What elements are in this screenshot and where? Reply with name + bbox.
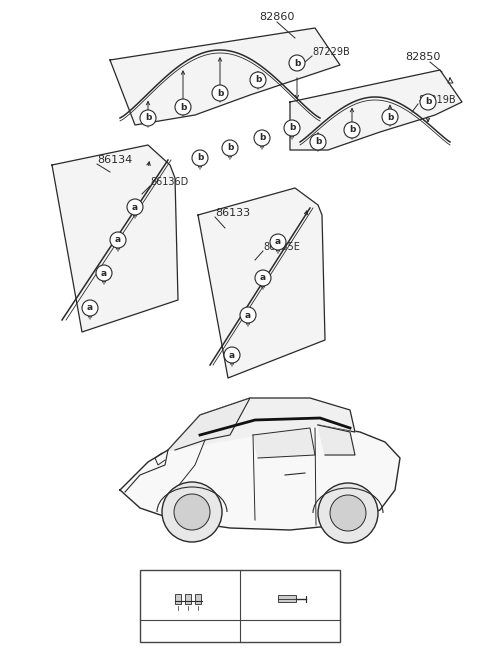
Circle shape xyxy=(240,307,256,323)
Text: 86136D: 86136D xyxy=(150,177,188,187)
Bar xyxy=(195,594,201,604)
Polygon shape xyxy=(168,398,355,450)
Bar xyxy=(175,594,181,604)
Bar xyxy=(140,570,340,642)
Text: b: b xyxy=(227,143,233,153)
Text: b: b xyxy=(217,88,223,98)
Polygon shape xyxy=(168,398,250,450)
Circle shape xyxy=(82,300,98,316)
Circle shape xyxy=(175,99,191,115)
Text: b: b xyxy=(145,113,151,122)
Circle shape xyxy=(192,150,208,166)
Text: b: b xyxy=(294,58,300,67)
Text: 82860: 82860 xyxy=(259,12,295,22)
Circle shape xyxy=(96,265,112,281)
Text: b: b xyxy=(425,98,431,107)
Circle shape xyxy=(420,94,436,110)
Text: a: a xyxy=(275,238,281,246)
Text: a: a xyxy=(147,626,153,635)
Text: 86143C: 86143C xyxy=(159,625,200,635)
Polygon shape xyxy=(110,28,340,125)
Circle shape xyxy=(174,494,210,530)
Circle shape xyxy=(222,140,238,156)
Circle shape xyxy=(289,55,305,71)
Polygon shape xyxy=(290,70,462,150)
Text: 86725B: 86725B xyxy=(257,625,297,635)
Text: 86135E: 86135E xyxy=(263,242,300,252)
Text: a: a xyxy=(101,269,107,278)
Polygon shape xyxy=(52,145,178,332)
Bar xyxy=(278,595,296,602)
Circle shape xyxy=(310,134,326,150)
Circle shape xyxy=(127,199,143,215)
Text: a: a xyxy=(245,310,251,320)
Text: b: b xyxy=(259,134,265,143)
Text: b: b xyxy=(349,126,355,134)
Text: 82850: 82850 xyxy=(405,52,440,62)
Circle shape xyxy=(212,85,228,101)
Text: b: b xyxy=(255,75,261,84)
Circle shape xyxy=(250,72,266,88)
Text: 86133: 86133 xyxy=(215,208,250,218)
Text: a: a xyxy=(260,274,266,282)
Circle shape xyxy=(284,120,300,136)
Bar xyxy=(185,594,191,604)
Text: a: a xyxy=(229,350,235,360)
Text: b: b xyxy=(180,102,186,111)
Circle shape xyxy=(224,347,240,363)
Text: b: b xyxy=(315,138,321,147)
Polygon shape xyxy=(198,188,325,378)
Circle shape xyxy=(318,483,378,543)
Text: b: b xyxy=(387,113,393,121)
Circle shape xyxy=(344,122,360,138)
Text: a: a xyxy=(132,202,138,212)
Text: 86134: 86134 xyxy=(97,155,132,165)
Circle shape xyxy=(270,234,286,250)
Circle shape xyxy=(330,495,366,531)
Circle shape xyxy=(140,110,156,126)
Text: b: b xyxy=(245,626,251,635)
Text: 87219B: 87219B xyxy=(418,95,456,105)
Polygon shape xyxy=(318,425,355,455)
Text: a: a xyxy=(115,236,121,244)
Polygon shape xyxy=(120,425,400,530)
Text: a: a xyxy=(87,303,93,312)
Polygon shape xyxy=(253,428,315,458)
Text: 87229B: 87229B xyxy=(312,47,350,57)
Circle shape xyxy=(110,232,126,248)
Circle shape xyxy=(254,130,270,146)
Text: b: b xyxy=(289,124,295,132)
Circle shape xyxy=(162,482,222,542)
Circle shape xyxy=(144,624,156,636)
Circle shape xyxy=(255,270,271,286)
Circle shape xyxy=(242,624,254,636)
Circle shape xyxy=(382,109,398,125)
Text: b: b xyxy=(197,153,203,162)
